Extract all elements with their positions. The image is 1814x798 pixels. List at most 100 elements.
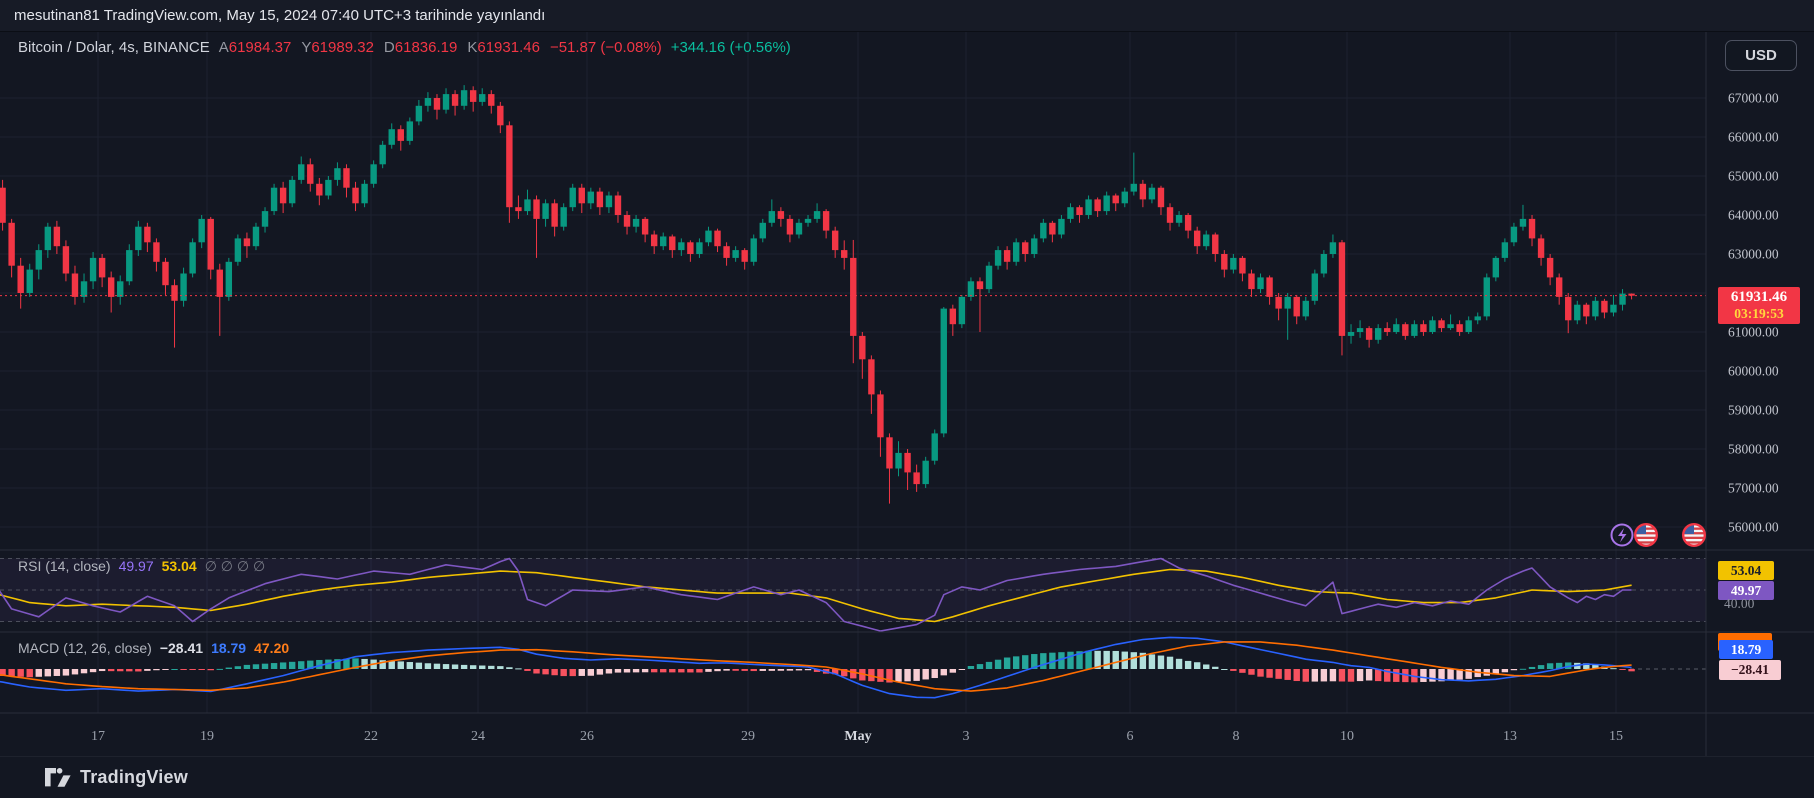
macd-hist-bar — [1112, 650, 1119, 669]
candle-body — [904, 452, 911, 473]
time-axis-label: 8 — [1233, 729, 1240, 744]
macd-title[interactable]: MACD (12, 26, close) — [18, 640, 152, 656]
candle-body — [850, 257, 857, 336]
macd-hist-bar — [741, 669, 748, 671]
candle-body — [1067, 207, 1074, 219]
macd-hist-bar — [750, 669, 757, 672]
macd-hist-bar — [1447, 669, 1454, 681]
macd-hist-bar — [678, 669, 685, 673]
candle-body — [1184, 215, 1192, 231]
macd-hist-bar — [1555, 662, 1563, 669]
macd-hist-bar — [288, 661, 296, 669]
macd-hist-bar — [153, 669, 160, 671]
macd-hist-bar — [8, 669, 15, 677]
candle-body — [1365, 328, 1373, 340]
close-value: 61931.46 — [477, 39, 540, 56]
time-axis-label: 29 — [741, 729, 755, 744]
candle-body — [1094, 199, 1101, 212]
macd-hist-bar — [1184, 660, 1192, 669]
time-axis[interactable]: 17 19 22 24 26 29 May 3 6 8 10 13 15 — [91, 729, 1623, 744]
candle-body — [1347, 332, 1355, 336]
candle-body — [497, 105, 504, 126]
rsi-plot[interactable] — [0, 557, 1632, 632]
macd-hist-bar — [460, 664, 468, 669]
macd-hist-bar — [1384, 669, 1391, 682]
price-axis[interactable]: 67000.00 66000.00 65000.00 64000.00 63000.00… — [1728, 91, 1779, 535]
macd-hist-bar — [135, 669, 142, 672]
candle-body — [696, 242, 703, 254]
candle-body — [361, 183, 368, 204]
candle-body — [1275, 296, 1282, 309]
tradingview-wordmark[interactable]: TradingView — [80, 767, 188, 787]
symbol-title[interactable]: Bitcoin / Dolar, 4s, BINANCE — [18, 39, 210, 56]
macd-hist-bar — [841, 669, 848, 677]
macd-hist-bar — [243, 664, 251, 669]
candle-body — [1601, 300, 1608, 313]
pane-separators — [0, 32, 1814, 756]
macd-hist-bar — [62, 669, 70, 676]
candle-body — [931, 433, 938, 461]
candle-countdown: 03:19:53 — [1734, 306, 1784, 321]
macd-hist-bar — [424, 663, 432, 669]
open-value: 61984.37 — [228, 39, 292, 56]
macd-hist-bar — [768, 669, 776, 671]
time-axis-label: 19 — [200, 729, 214, 744]
macd-hist-bar — [1031, 654, 1038, 669]
rsi-empty-values: ∅ ∅ ∅ ∅ — [204, 558, 266, 574]
candle-body — [325, 179, 332, 196]
candles[interactable] — [0, 85, 1635, 504]
us-flag-event-icon[interactable] — [1681, 523, 1706, 548]
macd-hist-bar — [506, 667, 513, 669]
macd-line-badge: 18.79 — [1719, 640, 1773, 659]
macd-hist-bar — [1393, 669, 1400, 682]
candle-body — [1501, 242, 1509, 258]
candle-body — [1012, 242, 1020, 262]
candle-body — [596, 191, 604, 208]
candle-body — [940, 308, 947, 434]
rsi-legend: RSI (14, close) 49.97 53.04 ∅ ∅ ∅ ∅ — [18, 558, 265, 575]
macd-hist-bar — [940, 669, 947, 676]
price-axis-label: 67000.00 — [1728, 91, 1779, 106]
macd-hist-bar — [1257, 669, 1264, 677]
macd-hist-bar — [1148, 654, 1156, 669]
candle-body — [1374, 328, 1382, 340]
time-axis-label: 6 — [1127, 729, 1134, 744]
candle-body — [316, 183, 323, 196]
macd-hist-bar — [641, 669, 649, 673]
candle-body — [1257, 277, 1264, 290]
last-price-value: 61931.46 — [1730, 289, 1788, 305]
currency-toggle-button[interactable]: USD — [1725, 40, 1797, 71]
macd-hist-bar — [868, 669, 875, 682]
candle-body — [1166, 207, 1174, 223]
time-axis-label: 3 — [963, 729, 970, 744]
event-markers[interactable] — [1610, 523, 1706, 548]
macd-hist-bar — [234, 666, 242, 669]
macd-hist-bar — [361, 658, 368, 669]
candle-body — [678, 242, 685, 251]
macd-plot[interactable] — [0, 636, 1706, 699]
macd-hist-bar — [714, 669, 721, 672]
last-price-badge: 61931.46 03:19:53 — [1718, 287, 1800, 324]
candle-body — [1465, 320, 1472, 332]
candle-body — [551, 203, 558, 227]
macd-hist-bar — [433, 663, 441, 669]
tradingview-logo-icon[interactable] — [45, 768, 71, 787]
macd-hist-bar — [343, 658, 350, 669]
us-flag-event-icon[interactable] — [1633, 523, 1658, 548]
macd-hist-bar — [1248, 669, 1255, 675]
candle-body — [1546, 257, 1554, 278]
candle-body — [1139, 183, 1147, 200]
macd-hist-bar — [1583, 663, 1590, 669]
candle-body — [1610, 304, 1617, 313]
macd-line-value: 18.79 — [211, 640, 247, 656]
candle-body — [515, 207, 522, 212]
macd-hist-bar — [524, 669, 531, 671]
candle-body — [307, 164, 314, 184]
macd-hist-bar — [1266, 669, 1273, 678]
lightning-marker-icon[interactable] — [1610, 523, 1634, 547]
macd-hist-bar — [1610, 668, 1617, 670]
candle-body — [135, 226, 142, 251]
rsi-title[interactable]: RSI (14, close) — [18, 558, 111, 574]
candle-body — [1112, 195, 1119, 204]
